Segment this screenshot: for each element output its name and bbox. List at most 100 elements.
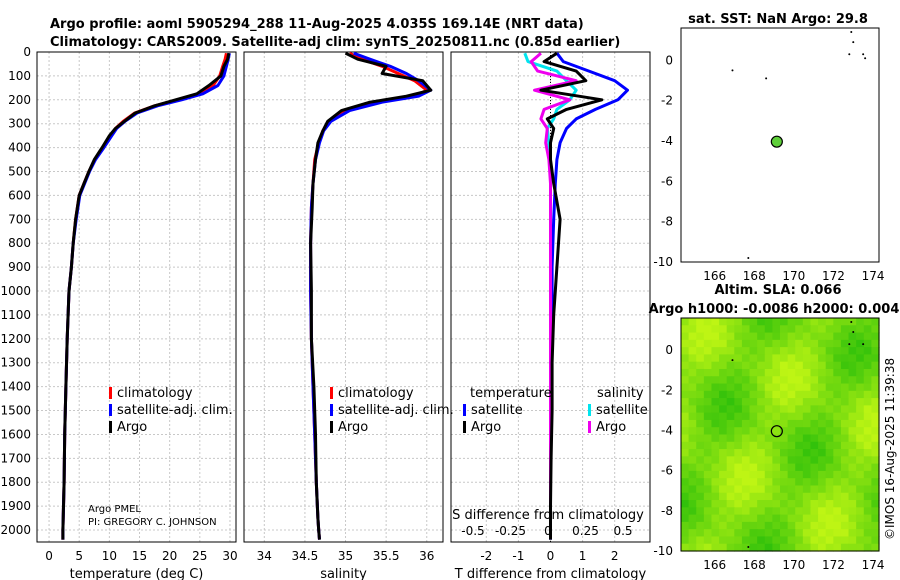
sla-cell (734, 521, 743, 530)
sla-cell (787, 325, 796, 334)
sla-cell (703, 521, 713, 530)
sla-cell (711, 354, 720, 363)
sla-cell (757, 376, 766, 385)
sla-cell (711, 521, 720, 530)
sla-cell (833, 434, 842, 443)
sla-cell (703, 456, 713, 465)
sla-cell (749, 376, 758, 385)
map-y-tick-label: -6 (661, 464, 673, 478)
sla-cell (703, 325, 713, 334)
sla-cell (734, 478, 743, 487)
sla-cell (719, 521, 728, 530)
sla-cell (780, 470, 789, 479)
sla-cell (871, 456, 880, 465)
sla-cell (688, 507, 697, 516)
sla-cell (863, 332, 872, 341)
sla-cell (795, 339, 804, 348)
sla-cell (802, 325, 812, 334)
sla-cell (757, 318, 766, 326)
sla-cell (848, 398, 857, 406)
y-tick-label: 0 (23, 45, 31, 59)
sla-cell (825, 361, 834, 370)
sla-cell (719, 390, 728, 399)
sla-cell (840, 441, 850, 450)
sla-cell (734, 368, 743, 377)
sla-cell (703, 463, 713, 472)
sla-cell (780, 500, 789, 508)
sla-cell (856, 449, 865, 457)
sla-cell (719, 470, 728, 479)
sla-cell (825, 449, 834, 457)
sla-cell (764, 361, 773, 370)
plot-frame (243, 51, 444, 543)
sla-cell (688, 398, 697, 406)
sla-cell (802, 485, 812, 494)
sla-cell (795, 449, 804, 457)
sla-cell (787, 441, 796, 450)
climatology-line (61, 52, 228, 540)
sla-cell (810, 390, 819, 399)
sla-cell (741, 485, 751, 494)
argo-temperature-line (61, 52, 231, 540)
sla-cell (871, 325, 880, 334)
sla-cell (681, 529, 690, 538)
sla-cell (734, 347, 743, 356)
sla-cell (795, 434, 804, 443)
sla-cell (848, 339, 857, 348)
map-y-tick-label: -10 (653, 544, 673, 558)
sla-cell (681, 361, 690, 370)
island-point (731, 69, 734, 72)
sla-cell (856, 492, 865, 501)
sla-cell (818, 368, 827, 377)
sla-cell (848, 361, 857, 370)
sla-cell (840, 543, 850, 552)
sla-cell (749, 347, 758, 356)
sla-cell (840, 318, 850, 326)
sla-cell (734, 536, 743, 545)
sla-cell (726, 500, 735, 508)
sla-cell (726, 434, 735, 443)
legend-t-argo-label: Argo (471, 420, 501, 435)
sla-cell (741, 325, 751, 334)
sla-cell (726, 529, 735, 538)
sla-cell (825, 478, 834, 487)
sla-cell (863, 347, 872, 356)
sla-cell (703, 543, 713, 552)
sla-cell (688, 536, 697, 545)
sla-cell (825, 325, 834, 334)
sla-cell (764, 529, 773, 538)
argo-salinity-line (309, 52, 433, 540)
sla-cell (681, 376, 690, 385)
sla-cell (810, 383, 819, 392)
sla-cell (802, 361, 812, 370)
sla-cell (734, 383, 743, 392)
sla-cell (856, 434, 865, 443)
sla-cell (711, 434, 720, 443)
island-point (731, 359, 734, 362)
sla-cell (780, 478, 789, 487)
sla-cell (772, 412, 781, 421)
sla-cell (749, 492, 758, 501)
sla-cell (681, 441, 690, 450)
sla-cell (772, 449, 781, 457)
sla-cell (734, 318, 743, 326)
sla-cell (863, 354, 872, 363)
sla-cell (795, 347, 804, 356)
sla-cell (863, 478, 872, 487)
sla-cell (863, 339, 872, 348)
sla-cell (787, 456, 796, 465)
sla-cell (840, 354, 850, 363)
temperature-satellite-diff-line (549, 52, 629, 540)
sla-cell (795, 361, 804, 370)
sla-cell (802, 543, 812, 552)
sla-cell (818, 318, 827, 326)
sla-cell (871, 376, 880, 385)
sla-cell (856, 318, 865, 326)
sla-cell (726, 449, 735, 457)
sla-cell (795, 427, 804, 436)
sla-cell (780, 347, 789, 356)
sla-cell (856, 470, 865, 479)
sla-cell (825, 368, 834, 377)
y-tick-label: 500 (8, 165, 31, 179)
